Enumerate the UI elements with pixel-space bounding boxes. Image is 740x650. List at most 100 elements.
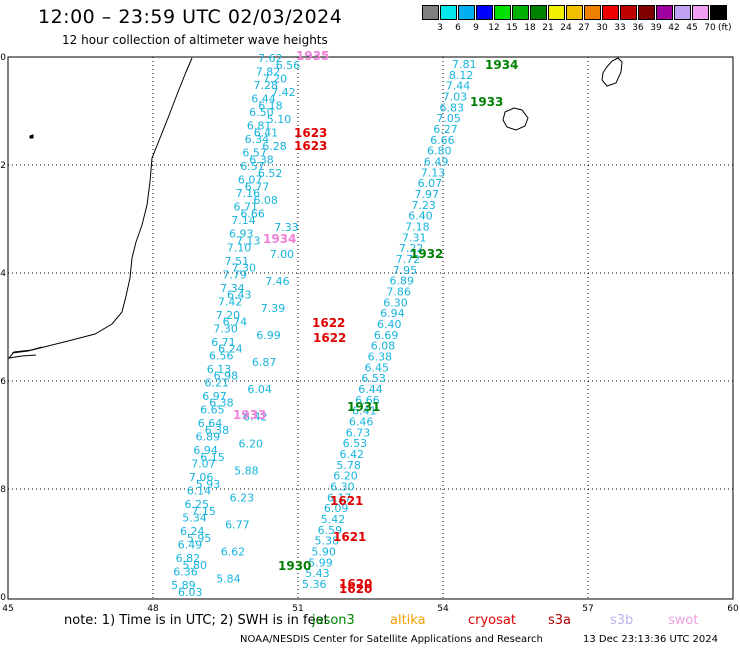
swh-label: 7.44 xyxy=(446,80,471,93)
swh-label: 6.98 xyxy=(214,370,239,383)
pass-time-label: 1933 xyxy=(470,95,503,109)
legend-tick: 27 xyxy=(578,23,590,33)
swh-label: 6.57 xyxy=(242,147,267,160)
footer-note: note: 1) Time is in UTC; 2) SWH is in fe… xyxy=(64,613,329,628)
swh-label: 6.83 xyxy=(440,101,465,114)
swh-label: 6.17 xyxy=(327,491,352,504)
swh-label: 6.45 xyxy=(365,361,390,374)
swh-label: 6.82 xyxy=(176,552,201,565)
swh-label: 5.34 xyxy=(182,512,207,525)
swh-label: 6.23 xyxy=(230,491,255,504)
swh-label: 6.20 xyxy=(333,470,358,483)
x-tick-label: 51 xyxy=(292,604,303,614)
swh-label: 6.28 xyxy=(262,140,287,153)
legend-tick: 39 xyxy=(650,23,662,33)
swh-label: 6.30 xyxy=(383,296,408,309)
swh-label: 6.38 xyxy=(368,351,393,364)
credit-line: NOAA/NESDIS Center for Satellite Applica… xyxy=(240,634,543,645)
swh-label: 6.93 xyxy=(229,228,254,241)
swh-label: 7.28 xyxy=(254,79,279,92)
legend-swatch xyxy=(620,5,637,20)
swh-label: 6.73 xyxy=(346,426,371,439)
swh-label: 6.42 xyxy=(340,448,365,461)
swh-label: 7.81 xyxy=(452,58,477,71)
swh-label: 7.18 xyxy=(405,221,430,234)
swh-label: 6.38 xyxy=(205,424,230,437)
swh-label: 6.09 xyxy=(324,502,349,515)
swh-label: 5.89 xyxy=(171,579,196,592)
swh-label: 7.51 xyxy=(225,255,250,268)
legend-tick: 33 xyxy=(614,23,626,33)
swh-labels-east-track: 7.818.127.447.036.837.056.276.666.806.49… xyxy=(302,58,477,591)
swh-label: 6.94 xyxy=(193,444,218,457)
swh-label: 6.24 xyxy=(218,343,243,356)
coastline-madagascar-southwest xyxy=(11,346,43,354)
swh-label: 7.13 xyxy=(236,235,261,248)
swh-label: 6.25 xyxy=(185,498,210,511)
legend-tick: 12 xyxy=(488,23,500,33)
swh-label: 5.80 xyxy=(183,559,208,572)
satellite-name: swot xyxy=(668,613,699,628)
swh-label: 6.13 xyxy=(207,363,232,376)
swh-label: 7.62 xyxy=(258,52,283,65)
swh-label: 7.20 xyxy=(263,72,288,85)
swh-label: 6.08 xyxy=(371,340,396,353)
generated-time: 13 Dec 23:13:36 UTC 2024 xyxy=(583,634,718,645)
swh-label: 6.42 xyxy=(243,410,268,423)
swh-label: 5.36 xyxy=(302,578,327,591)
swh-label: 7.10 xyxy=(227,241,252,254)
swh-label: 6.65 xyxy=(200,404,225,417)
swh-label: 7.79 xyxy=(222,268,247,281)
swh-label: 6.64 xyxy=(198,417,223,430)
legend-swatch xyxy=(674,5,691,20)
swh-label: 6.66 xyxy=(240,208,265,221)
x-tick-label: 54 xyxy=(437,604,449,614)
swh-label: 7.03 xyxy=(443,91,468,104)
swh-label: 6.71 xyxy=(211,336,236,349)
swh-label: 5.43 xyxy=(305,567,330,580)
swh-label: 7.82 xyxy=(256,66,280,79)
legend-swatch xyxy=(602,5,619,20)
swh-label: 7.15 xyxy=(191,505,216,518)
legend-swatch xyxy=(530,5,547,20)
swh-label: 8.12 xyxy=(449,69,474,82)
coastline-mozambique xyxy=(7,57,193,359)
swh-label: 6.87 xyxy=(252,356,277,369)
swh-label: 6.36 xyxy=(173,566,198,579)
swh-label: 7.72 xyxy=(396,253,421,266)
swh-label: 6.41 xyxy=(254,126,279,139)
swh-label: 6.74 xyxy=(223,316,248,329)
legend-swatch xyxy=(638,5,655,20)
page-title: 12:00 – 23:59 UTC 02/03/2024 xyxy=(38,6,343,28)
legend-tick: 36 xyxy=(632,23,644,33)
x-tick-label: 48 xyxy=(147,604,159,614)
swh-label: 6.57 xyxy=(240,160,265,173)
swh-label: 6.66 xyxy=(355,394,380,407)
pass-time-label: 1623 xyxy=(294,126,327,140)
swh-label: 7.30 xyxy=(213,322,238,335)
swh-label: 6.71 xyxy=(234,201,259,214)
y-tick-label: -30 xyxy=(0,593,6,603)
swh-label: 6.66 xyxy=(430,134,455,147)
swh-label: 6.53 xyxy=(361,372,386,385)
legend-swatch xyxy=(656,5,673,20)
swh-label: 7.42 xyxy=(271,86,296,99)
grid-lines xyxy=(8,57,733,599)
swh-label: 7.95 xyxy=(393,264,418,277)
legend-swatch xyxy=(710,5,727,20)
swh-label: 6.38 xyxy=(249,153,273,166)
swh-label: 6.14 xyxy=(187,485,212,498)
island-mauritius xyxy=(601,57,623,87)
legend-swatch xyxy=(440,5,457,20)
swh-label: 6.59 xyxy=(318,524,343,537)
legend-tick: 3 xyxy=(437,23,443,33)
satellite-name: s3b xyxy=(610,613,634,628)
swh-label: 7.07 xyxy=(191,458,216,471)
island-reunion xyxy=(502,107,529,131)
swh-label: 6.44 xyxy=(358,383,383,396)
swh-label: 5.84 xyxy=(216,573,241,586)
legend-swatch xyxy=(422,5,439,20)
x-tick-label: 57 xyxy=(582,604,593,614)
y-tick-label: -28 xyxy=(0,485,6,495)
